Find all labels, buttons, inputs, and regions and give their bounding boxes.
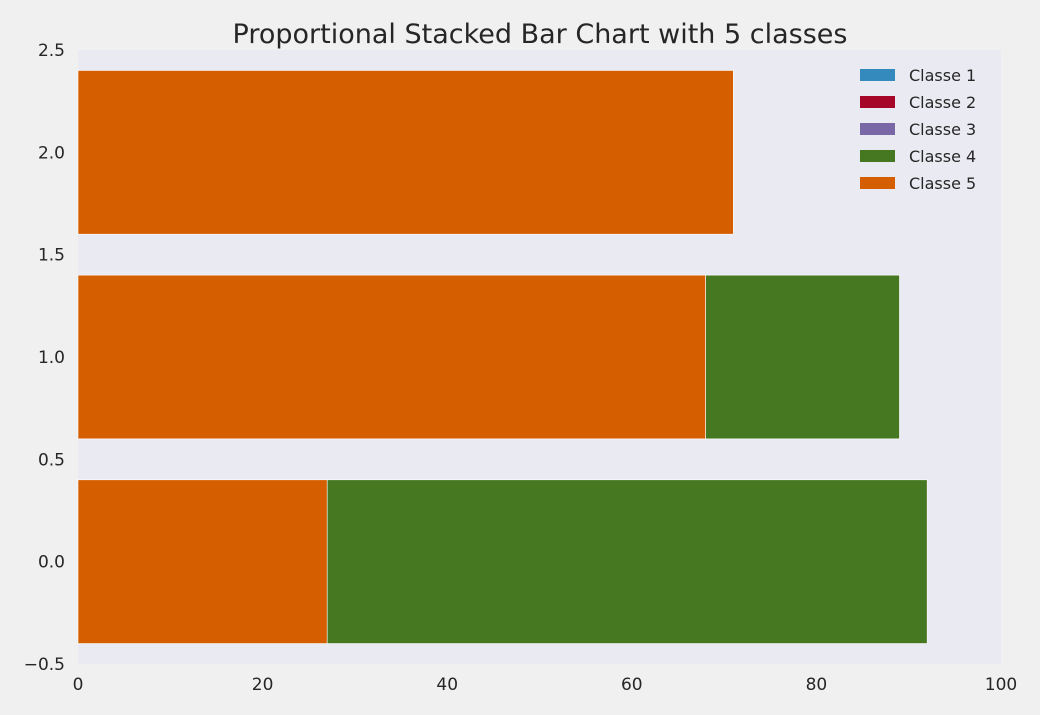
- x-tick-label: 20: [252, 675, 274, 695]
- bar-1-series-4: [705, 274, 900, 440]
- legend-swatch-5: [860, 177, 895, 189]
- x-tick-label: 40: [436, 675, 458, 695]
- legend-label-2: Classe 2: [909, 93, 976, 112]
- y-tick-label: −0.5: [24, 655, 65, 675]
- bar-1-series-5: [77, 274, 706, 440]
- y-tick-label: 2.0: [38, 143, 65, 163]
- y-tick-label: 0.0: [38, 553, 65, 573]
- bar-0-series-4: [326, 479, 928, 644]
- y-tick-label: 2.5: [38, 41, 65, 61]
- bars: [77, 70, 928, 644]
- x-tick-label: 80: [806, 675, 828, 695]
- x-tick-label: 60: [621, 675, 643, 695]
- y-tick-label: 0.5: [38, 450, 65, 470]
- y-axis-ticks: −0.5 0.0 0.5 1.0 1.5 2.0 2.5: [24, 41, 65, 675]
- legend-label-4: Classe 4: [909, 147, 976, 166]
- bar-2-series-5: [77, 70, 734, 235]
- chart-title: Proportional Stacked Bar Chart with 5 cl…: [233, 19, 848, 50]
- x-axis-ticks: 0 20 40 60 80 100: [73, 675, 1018, 695]
- legend-label-5: Classe 5: [909, 174, 976, 193]
- legend: Classe 1 Classe 2 Classe 3 Classe 4 Classe 5: [860, 66, 976, 193]
- bar-0-series-5: [77, 479, 328, 644]
- x-tick-label: 100: [985, 675, 1017, 695]
- legend-swatch-3: [860, 123, 895, 135]
- x-tick-label: 0: [73, 675, 84, 695]
- y-tick-label: 1.5: [38, 246, 65, 266]
- legend-swatch-4: [860, 150, 895, 162]
- legend-label-1: Classe 1: [909, 66, 976, 85]
- y-tick-label: 1.0: [38, 348, 65, 368]
- legend-swatch-2: [860, 96, 895, 108]
- legend-label-3: Classe 3: [909, 120, 976, 139]
- legend-swatch-1: [860, 69, 895, 81]
